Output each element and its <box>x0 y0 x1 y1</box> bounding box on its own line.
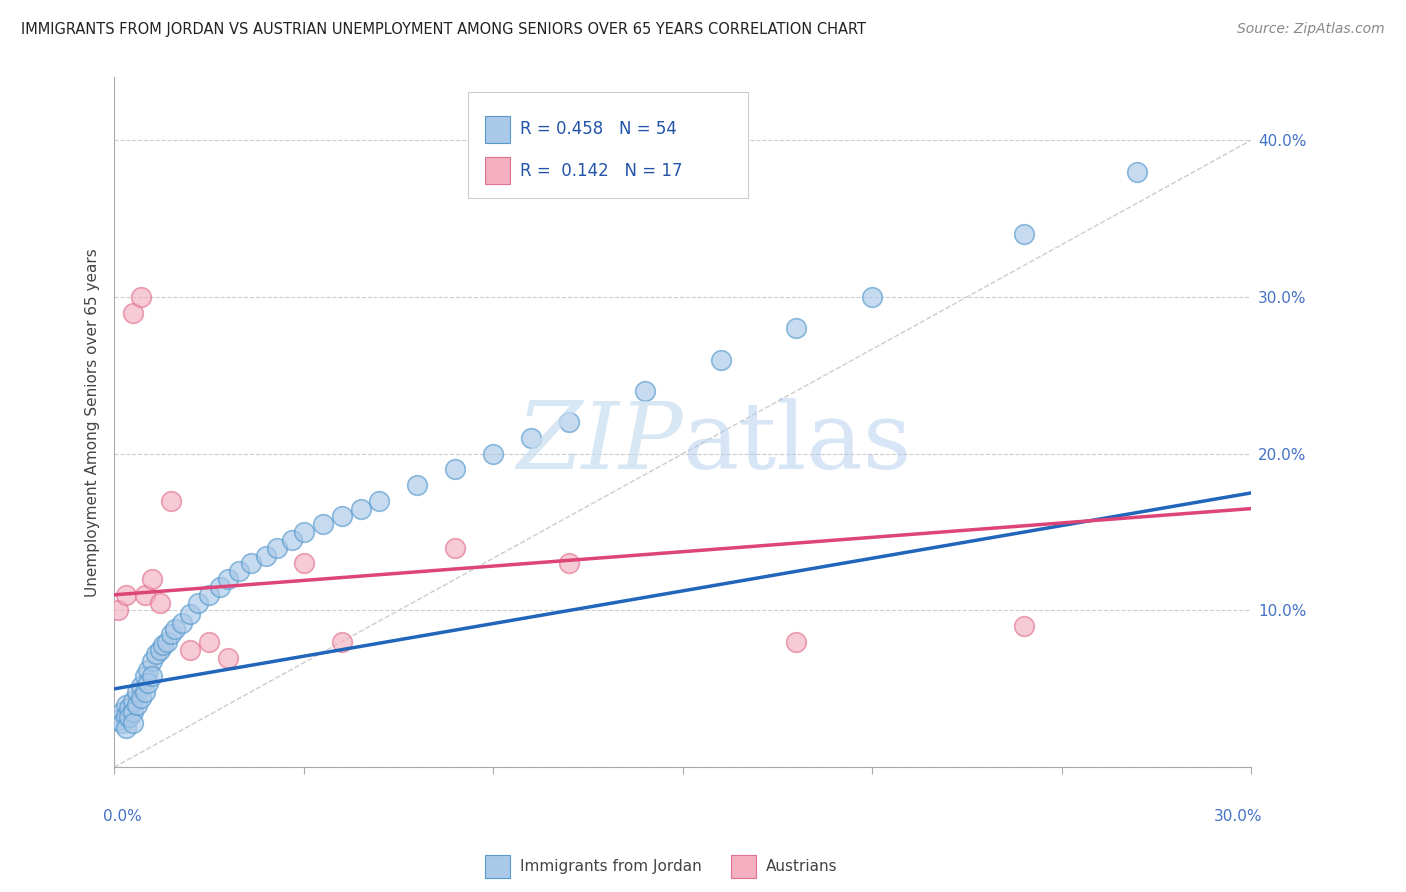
Point <box>160 627 183 641</box>
Point <box>129 691 152 706</box>
Point <box>172 615 194 630</box>
Point <box>141 654 163 668</box>
Point <box>217 650 239 665</box>
Point <box>209 580 232 594</box>
Point <box>330 635 353 649</box>
Point <box>134 669 156 683</box>
Point <box>107 713 129 727</box>
Point <box>134 588 156 602</box>
Point <box>114 588 136 602</box>
Point <box>520 431 543 445</box>
Point <box>111 706 134 720</box>
Point <box>134 685 156 699</box>
Point <box>198 588 221 602</box>
Point <box>107 603 129 617</box>
Point <box>118 700 141 714</box>
Point <box>368 493 391 508</box>
Point <box>114 698 136 712</box>
Point <box>634 384 657 398</box>
Point <box>156 635 179 649</box>
Text: atlas: atlas <box>683 398 912 488</box>
Point <box>141 572 163 586</box>
Text: 30.0%: 30.0% <box>1213 809 1263 823</box>
Point <box>217 572 239 586</box>
Point <box>785 321 807 335</box>
Text: ZIP: ZIP <box>516 398 683 488</box>
Point <box>122 716 145 731</box>
Point <box>228 564 250 578</box>
Text: 0.0%: 0.0% <box>103 809 142 823</box>
Point <box>349 501 371 516</box>
Point <box>444 541 467 555</box>
Y-axis label: Unemployment Among Seniors over 65 years: Unemployment Among Seniors over 65 years <box>86 248 100 597</box>
Point <box>482 447 505 461</box>
Point <box>136 675 159 690</box>
Point <box>239 557 262 571</box>
Point <box>179 607 201 621</box>
Point <box>122 694 145 708</box>
Point <box>558 557 581 571</box>
Point <box>311 517 333 532</box>
Text: Source: ZipAtlas.com: Source: ZipAtlas.com <box>1237 22 1385 37</box>
Point <box>141 669 163 683</box>
Point <box>444 462 467 476</box>
Text: R = 0.458   N = 54: R = 0.458 N = 54 <box>520 120 678 138</box>
Point <box>292 525 315 540</box>
Point <box>160 493 183 508</box>
Text: Austrians: Austrians <box>766 859 838 873</box>
Point <box>111 716 134 731</box>
Point <box>406 478 429 492</box>
Point <box>129 290 152 304</box>
Point <box>125 698 148 712</box>
Point <box>1126 164 1149 178</box>
Point <box>1012 619 1035 633</box>
Text: Immigrants from Jordan: Immigrants from Jordan <box>520 859 702 873</box>
Point <box>145 648 167 662</box>
Point <box>114 708 136 723</box>
Point <box>281 533 304 547</box>
Point <box>785 635 807 649</box>
Point <box>292 557 315 571</box>
Point <box>149 596 172 610</box>
Point <box>163 622 186 636</box>
Point <box>198 635 221 649</box>
Text: R =  0.142   N = 17: R = 0.142 N = 17 <box>520 162 683 180</box>
Point <box>114 721 136 735</box>
Point <box>860 290 883 304</box>
Point <box>179 642 201 657</box>
Point <box>136 663 159 677</box>
Text: IMMIGRANTS FROM JORDAN VS AUSTRIAN UNEMPLOYMENT AMONG SENIORS OVER 65 YEARS CORR: IMMIGRANTS FROM JORDAN VS AUSTRIAN UNEMP… <box>21 22 866 37</box>
Point <box>330 509 353 524</box>
Point <box>122 305 145 319</box>
Point <box>1012 227 1035 242</box>
Point <box>149 642 172 657</box>
Point <box>118 710 141 724</box>
Point <box>254 549 277 563</box>
Point <box>187 596 209 610</box>
Point <box>152 638 174 652</box>
Point <box>122 706 145 720</box>
Point <box>129 679 152 693</box>
Point <box>125 685 148 699</box>
Point <box>558 415 581 429</box>
Point <box>266 541 288 555</box>
Point <box>710 352 733 367</box>
